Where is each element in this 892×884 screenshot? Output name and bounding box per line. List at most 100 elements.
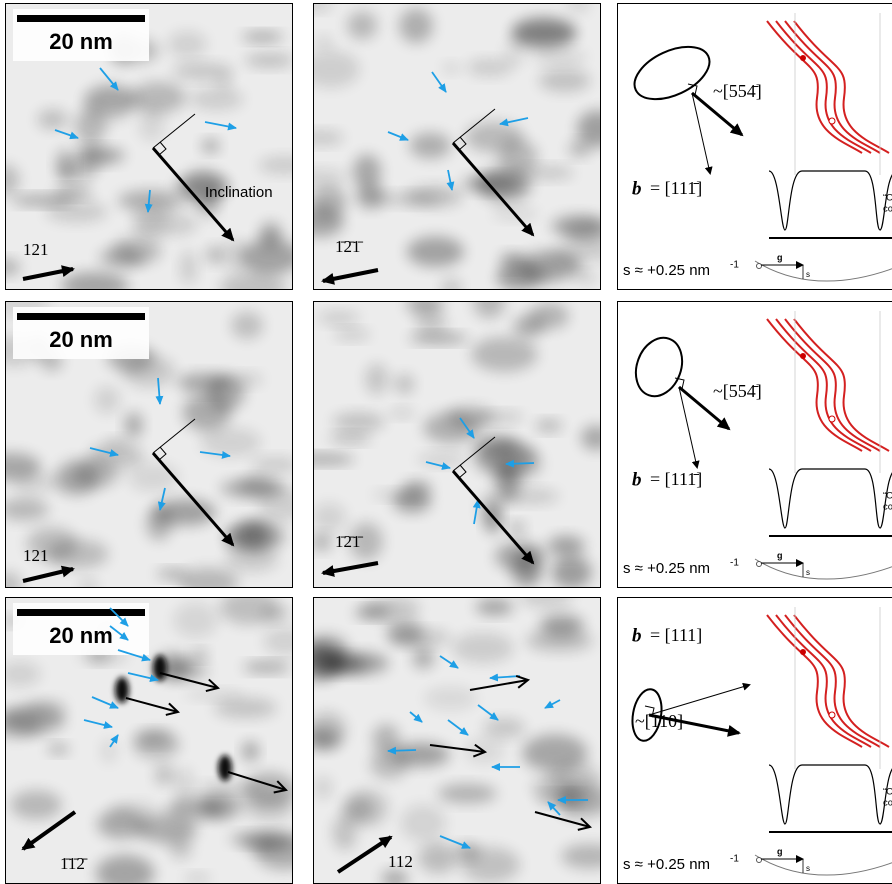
contrast-blob [13, 472, 50, 495]
contrast-blob [467, 59, 513, 76]
atom-marker [829, 118, 835, 124]
contrast-note: contrast [883, 204, 892, 215]
annotation: Inclination [205, 184, 273, 201]
contrast-blob [206, 246, 225, 264]
contrast-blob [416, 314, 448, 334]
contrast-blob [299, 131, 344, 145]
burgers-label: = [111̄] [650, 178, 702, 198]
contrast-blob [519, 166, 574, 180]
contrast-blob [127, 463, 179, 492]
deviation-label: s ≈ +0.25 nm [623, 856, 710, 873]
g-vector-label: 1̄2̄1̄ [335, 532, 364, 551]
contrast-blob [109, 802, 159, 819]
contrast-blob [513, 21, 577, 45]
contrast-blob [0, 661, 41, 686]
contrast-blob [413, 647, 434, 669]
contrast-blob [329, 433, 371, 443]
g-label: g [777, 550, 783, 560]
figure-row: 20 nm1211̄2̄1̄~[554̄]b= [111̄]“Outsideco… [0, 284, 892, 600]
contrast-blob [313, 776, 332, 799]
contrast-blob [10, 790, 62, 819]
contrast-blob [395, 374, 415, 394]
figure-row: 20 nm1̄1̄2̄112~[110]b= [111]“Outsidecont… [0, 586, 892, 884]
deviation-exponent: -1 [730, 558, 739, 569]
g-vector-label: 121 [23, 240, 49, 259]
burgers-label: = [111̄] [650, 469, 702, 489]
contrast-blob [244, 790, 294, 823]
contrast-blob [180, 250, 197, 285]
contrast-blob [483, 718, 525, 738]
contrast-blob [220, 590, 279, 624]
contrast-note: “Outside [883, 491, 892, 502]
contrast-blob [531, 778, 579, 797]
contrast-blob [403, 480, 432, 497]
contrast-blob [474, 287, 505, 318]
contrast-blob [291, 454, 355, 464]
contrast-blob [424, 686, 477, 710]
contrast-blob [347, 11, 377, 39]
contrast-blob [314, 36, 334, 49]
contrast-blob [407, 294, 444, 316]
contrast-blob [202, 139, 220, 152]
contrast-blob [258, 157, 309, 174]
g-label: g [777, 252, 783, 262]
contrast-note: contrast [883, 502, 892, 513]
s-label: s [806, 864, 810, 873]
deviation-label: s ≈ +0.25 nm [623, 262, 710, 279]
contrast-note: “Outside [883, 193, 892, 204]
contrast-blob [169, 837, 192, 860]
contrast-blob [214, 698, 277, 718]
contrast-blob [80, 580, 98, 593]
contrast-blob [551, 244, 617, 262]
tem-image [299, 586, 618, 884]
contrast-blob [581, 425, 611, 450]
contrast-blob [0, 705, 65, 734]
contrast-note: contrast [883, 798, 892, 809]
burgers-symbol: b [632, 469, 642, 490]
contrast-blob [548, 536, 585, 556]
burgers-symbol: b [632, 178, 642, 199]
contrast-blob [310, 185, 347, 217]
atom-marker [800, 353, 806, 359]
contrast-blob [184, 873, 211, 883]
contrast-blob [409, 333, 468, 344]
tem-image [283, 0, 618, 299]
contrast-blob [380, 192, 442, 205]
contrast-blob [539, 70, 591, 92]
g-label: g [777, 846, 783, 856]
contrast-blob [509, 521, 526, 534]
scale-bar-label: 20 nm [49, 29, 113, 54]
contrast-blob [240, 833, 294, 852]
g-vector-label: 121 [23, 546, 49, 565]
contrast-blob [176, 767, 194, 803]
origin-point [757, 562, 762, 567]
contrast-blob [167, 31, 207, 58]
contrast-blob [200, 792, 242, 820]
contrast-blob [190, 88, 244, 110]
contrast-blob [418, 843, 458, 873]
contrast-blob [133, 731, 180, 759]
scale-bar [17, 15, 145, 22]
atom-marker [829, 712, 835, 718]
deviation-exponent: -1 [730, 854, 739, 865]
contrast-blob [195, 781, 260, 792]
contrast-blob [317, 311, 360, 324]
contrast-blob [155, 765, 174, 785]
contrast-blob [354, 607, 390, 619]
contrast-blob [124, 412, 142, 438]
contrast-blob [48, 744, 69, 755]
scale-bar-label: 20 nm [49, 327, 113, 352]
contrast-blob [78, 143, 105, 173]
contrast-blob [173, 602, 218, 638]
contrast-blob [533, 50, 586, 64]
atom-marker [800, 55, 806, 61]
contrast-blob [461, 847, 520, 882]
g-vector-label: 1̄2̄1̄ [335, 237, 364, 256]
contrast-blob [220, 479, 287, 498]
contrast-blob [56, 149, 75, 181]
contrast-blob [438, 784, 497, 803]
deviation-label: s ≈ +0.25 nm [623, 560, 710, 577]
defect-spot [218, 755, 232, 781]
contrast-blob [476, 599, 514, 615]
contrast-blob [242, 32, 283, 42]
